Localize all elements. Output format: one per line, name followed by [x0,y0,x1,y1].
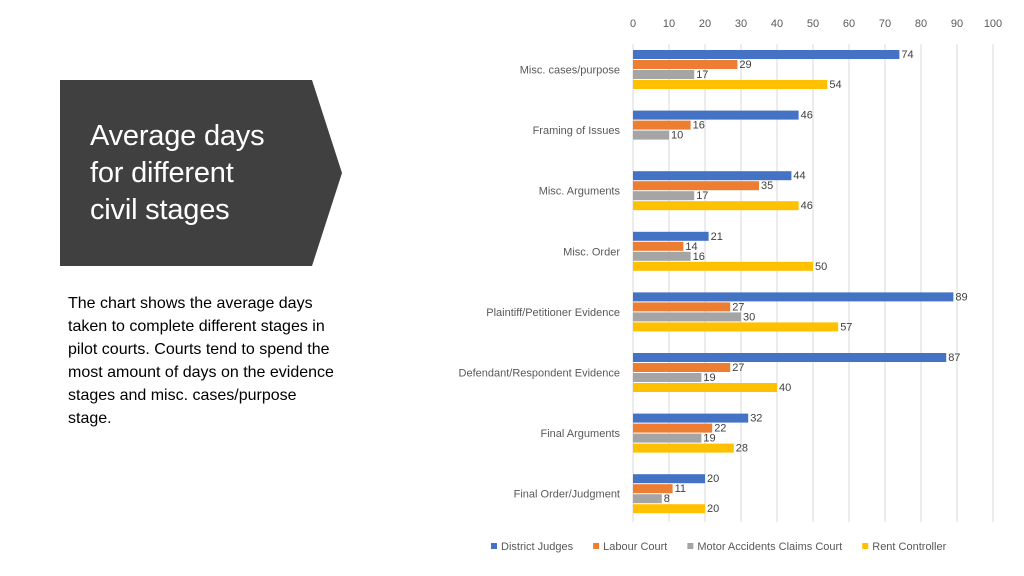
legend-swatch [862,543,869,549]
bar [633,494,662,504]
x-tick-label: 100 [984,18,1002,30]
data-label: 28 [736,443,748,455]
bar [633,261,813,271]
bar [633,120,691,130]
chart-description: The chart shows the average days taken t… [68,295,334,427]
data-label: 17 [696,190,708,202]
bar [633,60,738,69]
bar [633,70,695,79]
x-tick-label: 70 [879,18,891,30]
legend-swatch [593,543,600,549]
bar [633,130,669,140]
x-tick-label: 50 [807,18,819,30]
bar [633,322,839,332]
x-tick-label: 60 [843,18,855,30]
banner-shape [60,80,342,266]
bar [633,201,799,211]
x-tick-label: 10 [663,18,675,30]
legend-label: Rent Controller [872,541,946,553]
data-label: 16 [693,251,705,263]
legend-label: Motor Accidents Claims Court [697,541,842,553]
bar [633,50,900,59]
bar [633,231,709,241]
bar [633,191,695,201]
category-label: Misc. cases/purpose [520,65,620,77]
category-label: Framing of Issues [533,125,621,137]
data-label: 46 [801,110,813,122]
legend-label: District Judges [501,541,574,553]
legend-swatch [491,543,497,549]
data-label: 14 [685,241,697,253]
data-label: 27 [732,362,744,374]
x-tick-label: 90 [951,18,963,30]
legend: District Judges Labour Court Motor Acciden… [491,541,947,553]
x-tick-label: 80 [915,18,927,30]
data-label: 57 [840,321,852,333]
bar [633,171,792,181]
bar [633,443,734,453]
bar [633,383,777,392]
bar [633,363,731,372]
bar [633,433,702,443]
x-axis-ticks: 0 10 20 30 40 50 60 70 80 90 100 [630,18,1002,30]
category-label: Misc. Order [563,246,620,258]
x-tick-label: 30 [735,18,747,30]
data-label: 35 [761,180,773,192]
bar [633,251,691,261]
legend-swatch [687,543,694,549]
bar [633,504,705,514]
data-label: 30 [743,311,755,323]
bar [633,312,741,322]
bar [633,413,749,423]
legend-label: Labour Court [603,541,667,553]
bar [633,474,705,484]
bar [633,353,947,362]
data-label: 10 [671,130,683,142]
data-label: 19 [703,433,715,445]
data-label: 54 [829,79,841,91]
category-label: Final Arguments [541,428,621,440]
x-tick-label: 0 [630,18,636,30]
data-label: 16 [693,120,705,132]
data-label: 11 [675,483,686,495]
bar [633,80,828,89]
data-label: 20 [707,503,719,515]
data-label: 74 [901,49,913,61]
data-label: 89 [955,291,967,303]
category-label: Misc. Arguments [539,186,621,198]
bar [633,292,954,302]
data-label: 40 [779,382,791,394]
bar [633,302,731,312]
data-label: 20 [707,473,719,485]
category-label: Defendant/Respondent Evidence [459,368,620,380]
bar [633,241,684,251]
data-label: 19 [703,372,715,384]
bars [633,50,954,514]
x-tick-label: 40 [771,18,783,30]
bar [633,373,702,382]
data-label: 17 [696,69,708,81]
bar [633,484,673,494]
bar [633,181,759,191]
data-label: 27 [732,301,744,313]
data-label: 87 [948,352,960,364]
data-label: 8 [664,493,670,505]
category-label: Final Order/Judgment [514,489,620,501]
title-banner: Average days for different civil stages [60,80,342,266]
data-label: 22 [714,423,726,435]
bar [633,110,799,120]
data-labels: 7429175446161044351746211416508927305787… [664,49,968,515]
category-labels: Misc. cases/purpose Framing of Issues Misc… [459,65,621,501]
data-label: 29 [739,59,751,71]
data-label: 44 [793,170,805,182]
data-label: 32 [750,413,762,425]
bar [633,423,713,433]
data-label: 46 [801,200,813,212]
category-label: Plaintiff/Petitioner Evidence [486,307,620,319]
x-tick-label: 20 [699,18,711,30]
page-title: Average days for different civil stages [90,120,265,226]
data-label: 50 [815,261,827,273]
data-label: 21 [711,231,723,243]
